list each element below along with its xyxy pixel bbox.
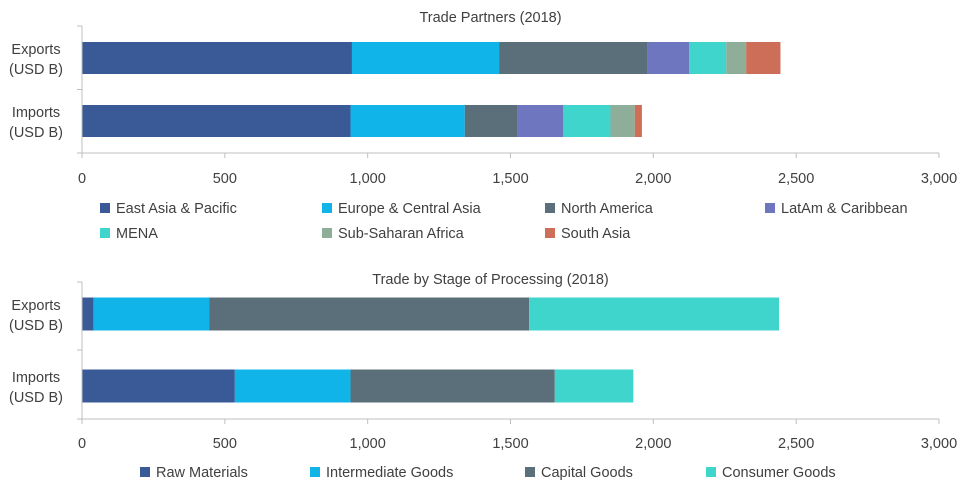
bar-exports-capital-goods [209,297,530,331]
legend-label: Intermediate Goods [326,465,453,481]
x-tick-label: 1,000 [350,171,386,187]
bar-exports-mena [689,42,727,74]
bar-exports-sub-saharan-africa [726,42,747,74]
legend-swatch [545,203,555,213]
legend-label: Sub-Saharan Africa [338,226,465,242]
bar-exports-intermediate-goods [93,297,210,331]
category-label-line: (USD B) [9,318,63,334]
bar-imports-south-asia [634,105,642,137]
x-tick-label: 2,500 [778,436,814,452]
category-label: Exports (USD B) [9,42,63,78]
x-tick-label: 1,500 [492,436,528,452]
chart-2: Trade by Stage of Processing (2018) Expor… [9,272,957,481]
legend-label: East Asia & Pacific [116,201,237,217]
category-label-line: (USD B) [9,62,63,78]
legend-swatch [525,467,535,477]
category-label-line: (USD B) [9,125,63,141]
bar-imports-raw-materials [82,369,235,403]
legend-label: South Asia [561,226,631,242]
bar-exports-latam-caribbean [647,42,690,74]
legend-swatch [322,228,332,238]
x-tick-label: 2,000 [635,171,671,187]
bar-exports-east-asia-pacific [82,42,352,74]
legend-label: Consumer Goods [722,465,836,481]
x-tick-label: 0 [78,436,86,452]
bar-exports-consumer-goods [529,297,780,331]
category-label: Exports (USD B) [9,298,63,334]
bar-imports-mena [563,105,611,137]
category-label-line: Exports [11,298,60,314]
bar-exports-north-america [499,42,648,74]
legend-swatch [100,203,110,213]
x-tick-label: 500 [213,436,237,452]
legend-swatch [100,228,110,238]
x-tick-label: 1,000 [350,436,386,452]
x-tick-label: 2,000 [635,436,671,452]
bar-exports-europe-central-asia [351,42,500,74]
category-label-line: Exports [11,42,60,58]
legend-label: MENA [116,226,158,242]
category-label: Imports (USD B) [9,105,63,141]
category-label: Imports (USD B) [9,370,63,406]
legend-swatch [310,467,320,477]
bar-imports-capital-goods [350,369,555,403]
x-tick-label: 2,500 [778,171,814,187]
legend-swatch [545,228,555,238]
x-tick-label: 3,000 [921,436,957,452]
bar-imports-north-america [464,105,518,137]
legend-label: Capital Goods [541,465,633,481]
category-label-line: Imports [12,105,60,121]
chart-title: Trade Partners (2018) [419,10,561,26]
legend-label: LatAm & Caribbean [781,201,908,217]
legend-label: Raw Materials [156,465,248,481]
legend-swatch [765,203,775,213]
x-tick-label: 3,000 [921,171,957,187]
chart-title: Trade by Stage of Processing (2018) [372,272,608,288]
category-label-line: (USD B) [9,390,63,406]
bar-imports-east-asia-pacific [82,105,351,137]
x-tick-label: 1,500 [492,171,528,187]
category-label-line: Imports [12,370,60,386]
bar-imports-intermediate-goods [234,369,351,403]
bar-exports-south-asia [746,42,781,74]
legend-swatch [322,203,332,213]
bar-imports-europe-central-asia [350,105,465,137]
bar-imports-latam-caribbean [517,105,564,137]
chart-1: Trade Partners (2018)Exports (USD B)Impor… [9,10,957,242]
legend-label: North America [561,201,654,217]
legend-swatch [140,467,150,477]
x-tick-label: 0 [78,171,86,187]
x-tick-label: 500 [213,171,237,187]
legend-label: Europe & Central Asia [338,201,482,217]
bar-exports-raw-materials [82,297,94,331]
bar-imports-sub-saharan-africa [610,105,635,137]
legend-swatch [706,467,716,477]
bar-imports-consumer-goods [554,369,634,403]
